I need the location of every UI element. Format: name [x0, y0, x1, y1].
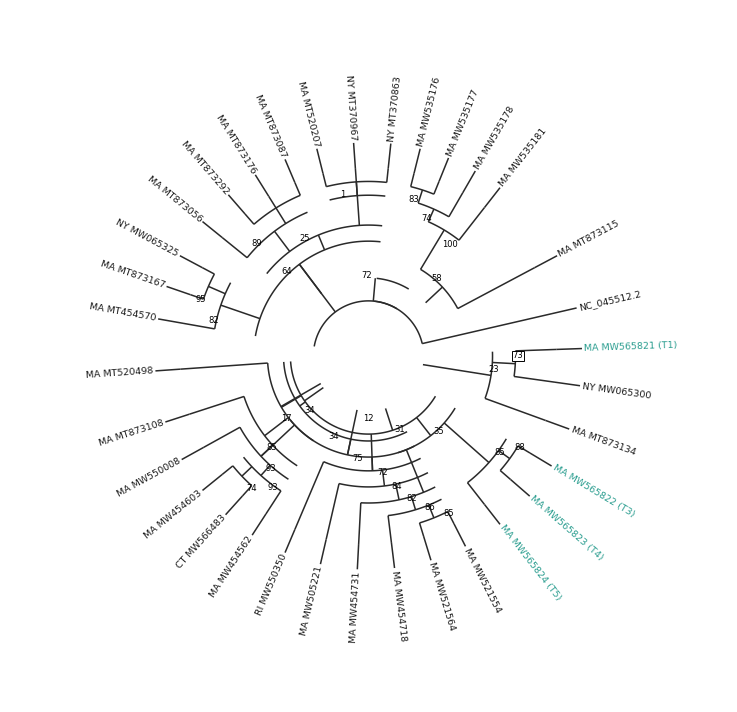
Text: 74: 74	[422, 214, 432, 223]
Text: 82: 82	[407, 494, 417, 503]
Text: MA MW535178: MA MW535178	[472, 105, 516, 172]
Text: MA MW454562: MA MW454562	[209, 535, 255, 600]
Text: MA MW521564: MA MW521564	[427, 561, 457, 632]
Text: 34: 34	[329, 431, 339, 441]
Text: 85: 85	[267, 443, 277, 452]
Text: 1: 1	[340, 190, 346, 199]
Text: 100: 100	[441, 240, 458, 249]
Text: MA MT520498: MA MT520498	[85, 367, 153, 380]
Text: CT MW566483: CT MW566483	[175, 513, 228, 571]
Text: 88: 88	[514, 443, 525, 451]
Text: 86: 86	[425, 503, 435, 512]
Text: 75: 75	[352, 454, 363, 464]
Text: MA MW535177: MA MW535177	[445, 88, 481, 157]
Text: MA MT873108: MA MT873108	[97, 419, 164, 448]
Text: RI MW550350: RI MW550350	[254, 553, 288, 617]
Text: 34: 34	[304, 406, 315, 415]
Text: MA MT520207: MA MT520207	[296, 80, 321, 147]
Text: 64: 64	[282, 267, 293, 276]
Text: 17: 17	[282, 414, 292, 424]
Text: NY MW065300: NY MW065300	[581, 382, 652, 400]
Text: MA MW454603: MA MW454603	[142, 488, 203, 540]
Text: 74: 74	[246, 484, 256, 493]
Text: 95: 95	[195, 295, 206, 305]
Text: 85: 85	[444, 509, 454, 518]
Text: 72: 72	[377, 468, 388, 477]
Text: MA MT873056: MA MT873056	[145, 174, 203, 224]
Text: 35: 35	[433, 427, 444, 436]
Text: 25: 25	[300, 234, 310, 244]
Text: 85: 85	[495, 449, 505, 458]
Text: 73: 73	[512, 352, 523, 360]
Text: MA MW454718: MA MW454718	[391, 570, 408, 642]
Text: MA MW535181: MA MW535181	[498, 127, 549, 189]
Text: NY MT370863: NY MT370863	[387, 75, 402, 142]
Text: 89: 89	[251, 239, 262, 248]
Text: 72: 72	[362, 271, 372, 280]
Text: MA MT873115: MA MT873115	[557, 219, 621, 258]
Text: 82: 82	[209, 316, 220, 325]
Text: MA MT873176: MA MT873176	[214, 113, 258, 175]
Text: 23: 23	[489, 365, 500, 374]
Text: MA MW565821 (T1): MA MW565821 (T1)	[584, 341, 678, 353]
Text: MA MW550008: MA MW550008	[115, 456, 182, 499]
Text: MA MW505221: MA MW505221	[299, 565, 324, 637]
Text: 58: 58	[432, 274, 442, 283]
Text: 31: 31	[394, 426, 405, 434]
Text: NY MT370967: NY MT370967	[344, 75, 358, 141]
Text: 84: 84	[391, 482, 402, 491]
Text: MA MT454570: MA MT454570	[88, 303, 157, 323]
Text: MA MW565823 (T4): MA MW565823 (T4)	[528, 494, 605, 562]
Text: 83: 83	[408, 195, 419, 204]
Text: MA MT873134: MA MT873134	[570, 426, 637, 457]
Text: 12: 12	[363, 414, 374, 422]
Text: MA MW535176: MA MW535176	[416, 76, 442, 147]
Text: MA MW521554: MA MW521554	[463, 546, 503, 614]
Text: NY MW065325: NY MW065325	[114, 218, 180, 258]
Text: MA MT873167: MA MT873167	[99, 259, 166, 290]
Text: NC_045512.2: NC_045512.2	[578, 289, 642, 312]
Text: MA MT873087: MA MT873087	[254, 93, 288, 159]
Text: MA MW565824 (T5): MA MW565824 (T5)	[498, 523, 562, 602]
Text: 93: 93	[265, 464, 276, 473]
Text: MA MT873292: MA MT873292	[179, 139, 230, 196]
Text: MA MW454731: MA MW454731	[349, 571, 362, 643]
Text: 93: 93	[268, 483, 278, 493]
Text: MA MW565822 (T3): MA MW565822 (T3)	[551, 464, 636, 519]
